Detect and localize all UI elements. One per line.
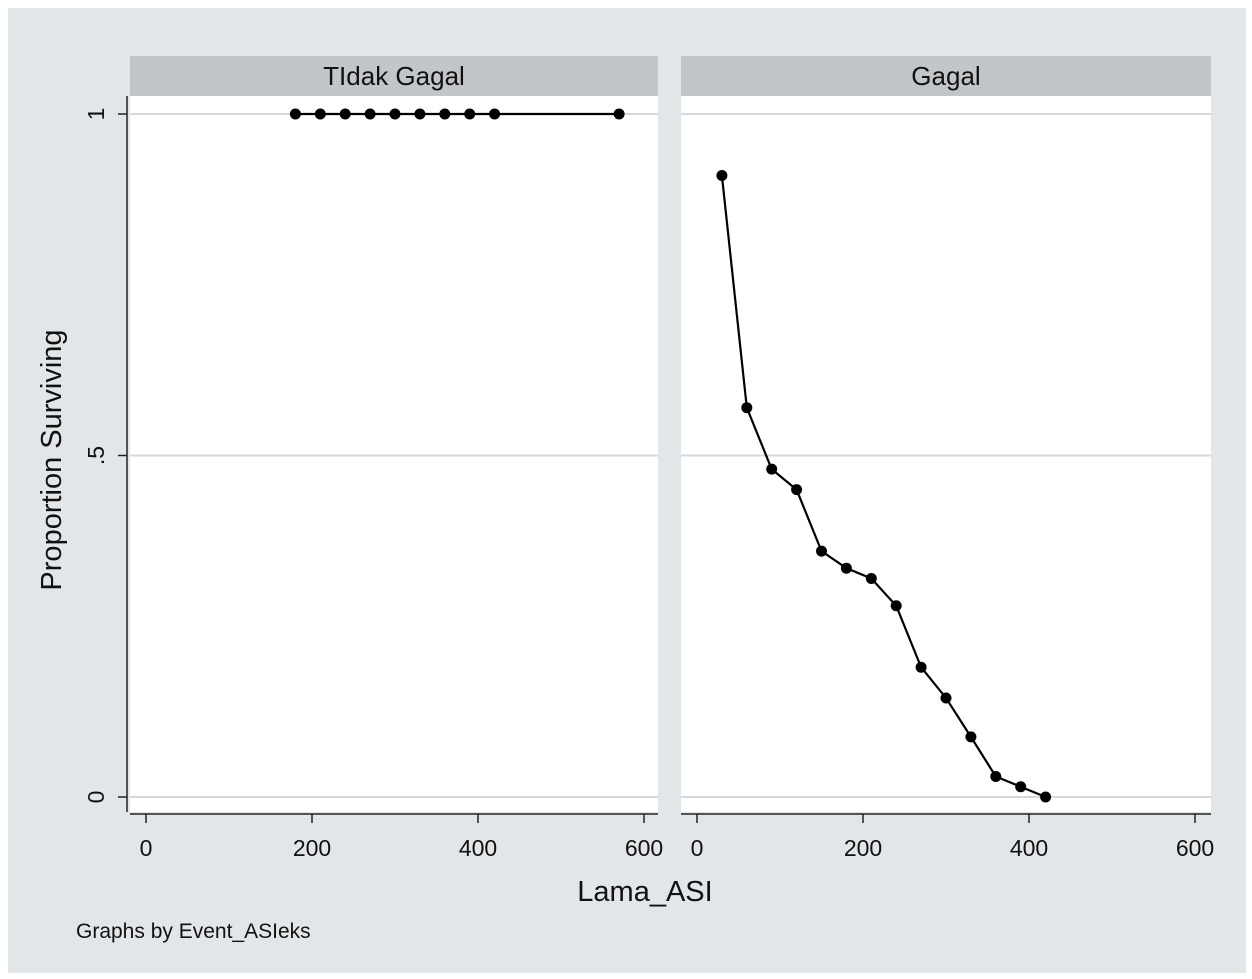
- data-point-1-6: [439, 108, 451, 120]
- x-tick-label-2-2: 400: [1010, 835, 1048, 861]
- y-tick-label-1: .5: [83, 446, 109, 465]
- x-axis-title: Lama_ASI: [577, 876, 712, 908]
- x-tick-label-1-3: 600: [625, 835, 663, 861]
- x-tick-label-2-3: 600: [1176, 835, 1214, 861]
- data-point-2-13: [1040, 791, 1052, 803]
- data-point-2-9: [940, 692, 952, 704]
- x-tick-label-1-1: 200: [293, 835, 331, 861]
- data-point-2-11: [990, 771, 1002, 783]
- data-point-1-9: [613, 108, 625, 120]
- data-point-1-8: [489, 108, 501, 120]
- x-tick-label-1-2: 400: [459, 835, 497, 861]
- y-tick-label-0: 0: [83, 791, 109, 804]
- data-point-2-3: [791, 484, 803, 496]
- data-point-2-5: [840, 562, 852, 574]
- survival-chart: TIdak Gagal 0 200 400 600 Gagal 0 200 400 600 0 .5 1…: [36, 56, 1214, 943]
- data-point-2-1: [741, 402, 753, 414]
- panel-title-2: Gagal: [911, 61, 980, 91]
- y-axis-title: Proportion Surviving: [36, 329, 68, 590]
- data-point-2-10: [965, 731, 977, 743]
- panel-title-1: TIdak Gagal: [323, 61, 465, 91]
- data-point-1-7: [464, 108, 476, 120]
- y-tick-label-2: 1: [83, 108, 109, 121]
- x-tick-label-1-0: 0: [140, 835, 153, 861]
- chart-figure: TIdak Gagal 0 200 400 600 Gagal 0 200 400 600 0 .5 1…: [8, 8, 1246, 973]
- x-tick-label-2-1: 200: [844, 835, 882, 861]
- data-point-1-4: [389, 108, 401, 120]
- data-point-2-7: [890, 600, 902, 612]
- data-point-1-0: [289, 108, 301, 120]
- data-point-2-0: [716, 169, 728, 181]
- panel-strip-1: [130, 56, 658, 96]
- data-point-1-5: [414, 108, 426, 120]
- data-point-2-12: [1015, 781, 1027, 793]
- graphs-by-note: Graphs by Event_ASIeks: [76, 920, 311, 943]
- x-tick-label-2-0: 0: [691, 835, 704, 861]
- data-point-2-2: [766, 463, 778, 475]
- data-point-2-4: [816, 545, 827, 557]
- plot-area-1: [130, 96, 658, 812]
- data-point-2-8: [915, 661, 927, 673]
- data-point-2-6: [865, 572, 877, 584]
- data-point-1-1: [314, 108, 326, 120]
- panel-strip-2: [681, 56, 1211, 96]
- data-point-1-2: [339, 108, 351, 120]
- data-point-1-3: [364, 108, 376, 120]
- plot-area-2: [681, 96, 1211, 812]
